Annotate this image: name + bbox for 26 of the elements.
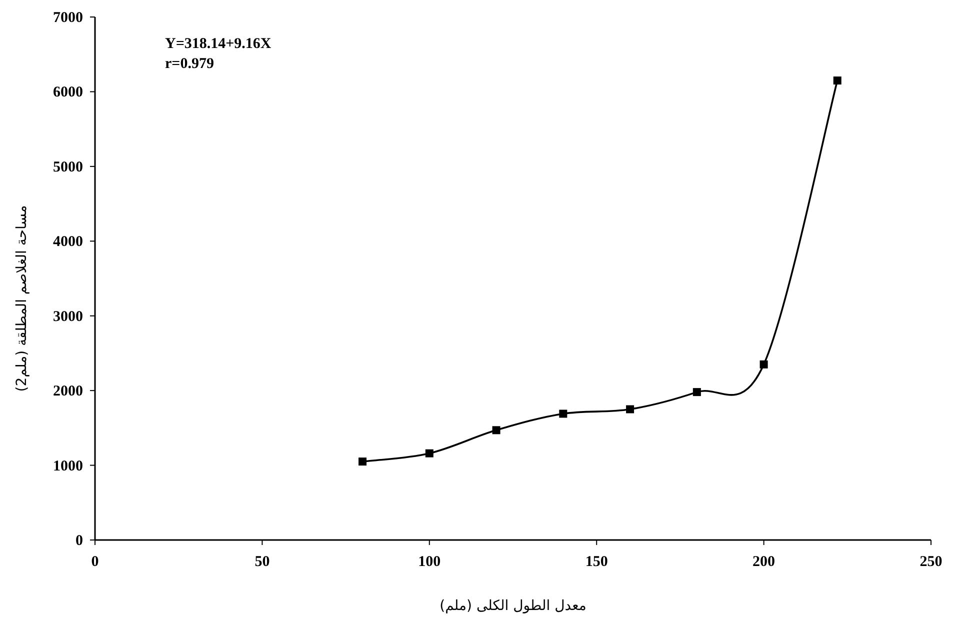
x-tick-label: 250 xyxy=(920,554,942,570)
point xyxy=(492,426,500,434)
y-tick-label: 3000 xyxy=(53,308,83,325)
y-tick-label: 6000 xyxy=(53,84,83,101)
point xyxy=(559,410,568,418)
y-tick-label: 0 xyxy=(76,533,83,549)
y-tick-label: 1000 xyxy=(53,458,83,474)
x-tick-label: 100 xyxy=(418,554,441,570)
y-tick-label: 4000 xyxy=(53,234,83,250)
y-tick-label: 5000 xyxy=(53,159,83,176)
x-tick-label: 150 xyxy=(585,554,608,570)
point xyxy=(760,360,768,368)
point xyxy=(833,76,842,85)
point xyxy=(626,405,634,414)
x-tick-label: 200 xyxy=(752,554,776,570)
x-tick-label: 0 xyxy=(91,554,99,570)
point xyxy=(692,388,701,396)
point xyxy=(358,458,367,466)
x-tick-label: 50 xyxy=(254,554,270,570)
annotation: r=0.979 xyxy=(165,56,214,72)
y-axis-title: مساحة الغلاصم المطلقة (ملم2) xyxy=(14,205,30,392)
x-axis-title: معدل الطول الكلى (ملم) xyxy=(440,598,586,614)
y-tick-label: 7000 xyxy=(53,10,83,26)
point xyxy=(425,449,434,458)
y-tick-label: 2000 xyxy=(53,384,83,400)
annotation: Y=318.14+9.16X xyxy=(165,36,272,52)
